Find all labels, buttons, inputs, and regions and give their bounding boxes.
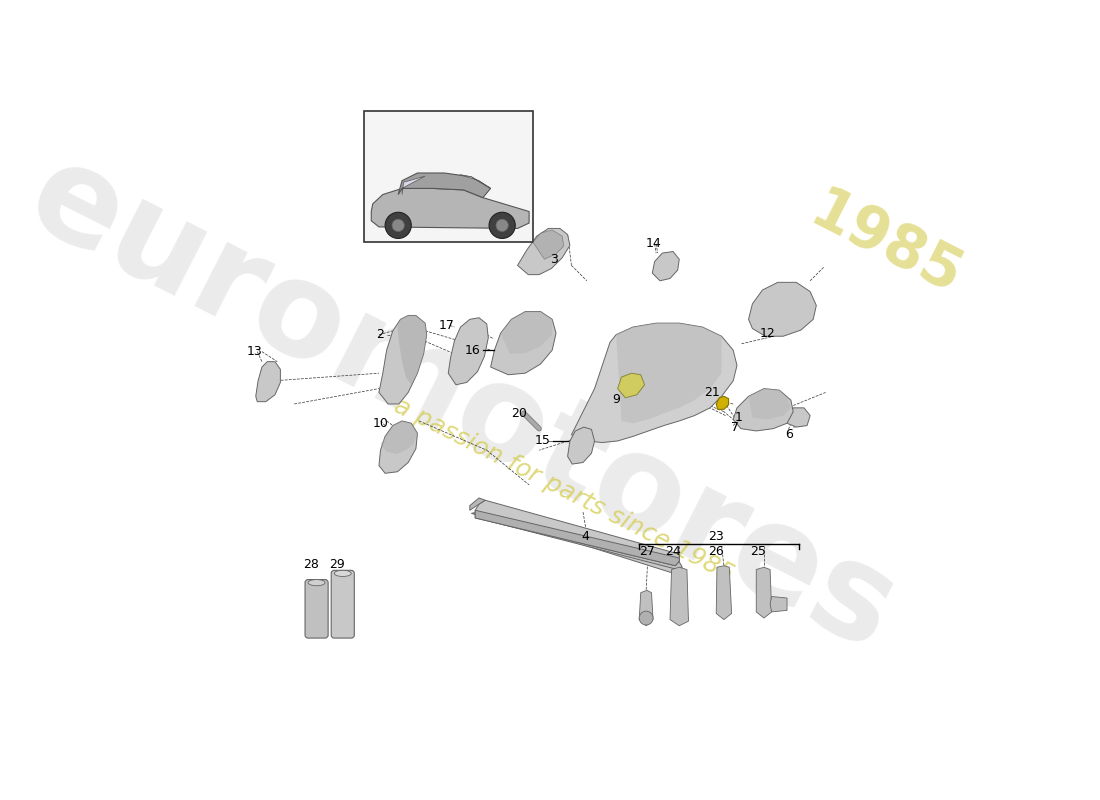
Polygon shape [490,512,682,570]
Ellipse shape [308,579,326,586]
FancyBboxPatch shape [331,570,354,638]
Polygon shape [397,315,427,385]
Text: 10: 10 [373,417,388,430]
Text: 3: 3 [551,253,559,266]
Text: 17: 17 [439,319,454,332]
Text: 29: 29 [330,558,345,570]
Text: 15: 15 [535,434,550,447]
Polygon shape [716,396,728,410]
Polygon shape [749,389,791,419]
Circle shape [392,219,405,231]
Text: 20: 20 [512,406,527,420]
Text: 6: 6 [785,428,793,442]
Text: 23: 23 [708,530,724,543]
Text: 25: 25 [750,546,766,558]
Text: 2: 2 [376,328,384,341]
Polygon shape [716,566,732,619]
Circle shape [385,212,411,238]
Polygon shape [403,176,425,194]
Circle shape [490,212,515,238]
Polygon shape [517,229,570,274]
Polygon shape [616,323,722,423]
Text: 16: 16 [465,344,481,357]
Text: 1: 1 [735,411,743,424]
Polygon shape [788,408,810,427]
Polygon shape [472,506,495,516]
Polygon shape [255,362,280,402]
Polygon shape [449,318,488,385]
Ellipse shape [334,570,351,577]
Text: 27: 27 [639,546,654,558]
Circle shape [496,219,508,231]
Polygon shape [757,567,772,618]
Polygon shape [378,315,427,404]
Polygon shape [475,500,680,566]
FancyBboxPatch shape [305,579,328,638]
Polygon shape [749,282,816,336]
Text: 28: 28 [304,558,319,570]
Polygon shape [618,373,645,398]
Polygon shape [372,188,529,229]
Polygon shape [381,421,418,454]
Circle shape [639,611,653,625]
Polygon shape [378,421,418,474]
Polygon shape [770,597,788,612]
Polygon shape [470,498,485,510]
Polygon shape [500,311,552,354]
Polygon shape [475,510,680,566]
Text: 9: 9 [613,393,620,406]
Bar [363,111,534,242]
Polygon shape [534,230,563,259]
Polygon shape [670,567,689,626]
Text: 14: 14 [646,238,661,250]
Text: 24: 24 [666,546,681,558]
Polygon shape [572,323,737,442]
Text: 13: 13 [246,345,262,358]
Text: 7: 7 [730,421,739,434]
Text: 4: 4 [582,530,590,543]
Polygon shape [491,311,556,374]
Text: a passion for parts since 1985: a passion for parts since 1985 [390,394,737,586]
Text: 12: 12 [760,326,775,340]
Text: 1985: 1985 [801,182,971,306]
Text: 26: 26 [708,546,724,558]
Polygon shape [398,173,491,198]
Polygon shape [491,508,680,574]
Polygon shape [733,389,793,431]
Text: euromotores: euromotores [8,130,916,678]
Polygon shape [568,427,594,464]
Polygon shape [652,251,680,281]
Polygon shape [639,590,653,626]
Polygon shape [460,174,491,188]
Text: 21: 21 [704,386,719,399]
